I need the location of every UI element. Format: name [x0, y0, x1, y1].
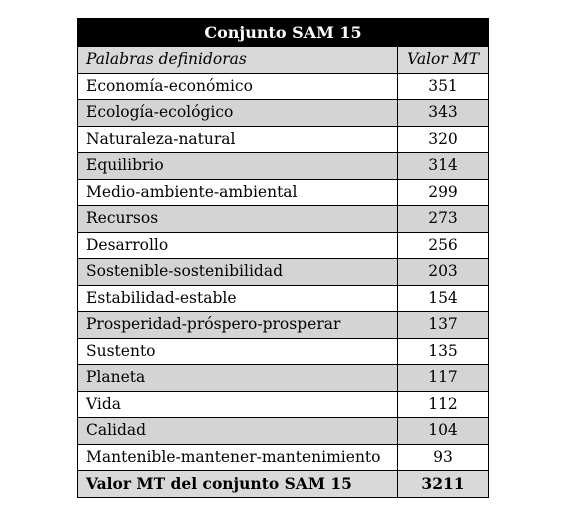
row-word: Equilibrio: [77, 152, 398, 180]
row-word: Prosperidad-próspero-prosperar: [77, 311, 398, 339]
table-row: Desarrollo 256: [77, 231, 489, 259]
row-value: 154: [397, 284, 489, 312]
row-word: Estabilidad-estable: [77, 284, 398, 312]
table-total-row: Valor MT del conjunto SAM 15 3211: [77, 470, 489, 498]
row-word: Desarrollo: [77, 231, 398, 259]
row-value: 93: [397, 443, 489, 471]
table-row: Sostenible-sostenibilidad 203: [77, 258, 489, 286]
row-value: 117: [397, 364, 489, 392]
sam15-table-container: Conjunto SAM 15 Palabras definidoras Val…: [77, 18, 489, 498]
table-title: Conjunto SAM 15: [77, 18, 489, 47]
row-value: 135: [397, 337, 489, 365]
total-label: Valor MT del conjunto SAM 15: [77, 470, 398, 498]
row-value: 104: [397, 417, 489, 445]
row-word: Planeta: [77, 364, 398, 392]
row-word: Recursos: [77, 205, 398, 233]
row-word: Ecología-ecológico: [77, 99, 398, 127]
table-row: Estabilidad-estable 154: [77, 284, 489, 312]
row-value: 112: [397, 390, 489, 418]
row-value: 299: [397, 178, 489, 206]
row-word: Naturaleza-natural: [77, 125, 398, 153]
row-value: 314: [397, 152, 489, 180]
row-word: Calidad: [77, 417, 398, 445]
table-body: Economía-económico 351 Ecología-ecológic…: [77, 72, 489, 498]
column-header-value: Valor MT: [397, 46, 489, 74]
row-word: Economía-económico: [77, 72, 398, 100]
table-header-row: Palabras definidoras Valor MT: [77, 46, 489, 74]
table-row: Naturaleza-natural 320: [77, 125, 489, 153]
row-word: Sustento: [77, 337, 398, 365]
table-row: Economía-económico 351: [77, 72, 489, 100]
table-row: Calidad 104: [77, 417, 489, 445]
row-value: 203: [397, 258, 489, 286]
table-row: Sustento 135: [77, 337, 489, 365]
table-row: Medio-ambiente-ambiental 299: [77, 178, 489, 206]
row-value: 273: [397, 205, 489, 233]
row-value: 137: [397, 311, 489, 339]
table-row: Vida 112: [77, 390, 489, 418]
table-row: Equilibrio 314: [77, 152, 489, 180]
column-header-words: Palabras definidoras: [77, 46, 398, 74]
row-value: 320: [397, 125, 489, 153]
row-word: Sostenible-sostenibilidad: [77, 258, 398, 286]
row-word: Mantenible-mantener-mantenimiento: [77, 443, 398, 471]
table-row: Prosperidad-próspero-prosperar 137: [77, 311, 489, 339]
table-row: Recursos 273: [77, 205, 489, 233]
row-value: 343: [397, 99, 489, 127]
table-row: Planeta 117: [77, 364, 489, 392]
total-value: 3211: [397, 470, 489, 498]
row-value: 256: [397, 231, 489, 259]
row-word: Medio-ambiente-ambiental: [77, 178, 398, 206]
table-row: Ecología-ecológico 343: [77, 99, 489, 127]
table-title-row: Conjunto SAM 15: [77, 18, 489, 47]
sam15-table: Conjunto SAM 15 Palabras definidoras Val…: [77, 18, 489, 498]
table-row: Mantenible-mantener-mantenimiento 93: [77, 443, 489, 471]
row-word: Vida: [77, 390, 398, 418]
row-value: 351: [397, 72, 489, 100]
